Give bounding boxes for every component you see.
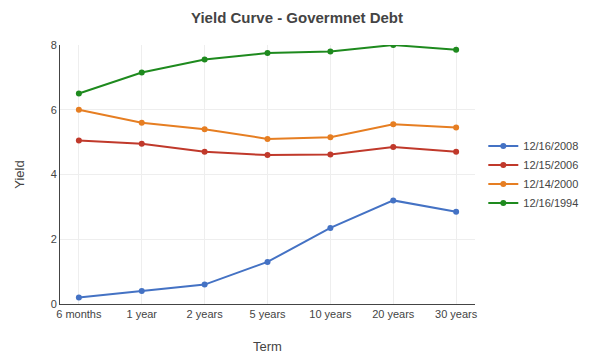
svg-text:5 years: 5 years [249,308,286,320]
svg-text:4: 4 [51,168,57,180]
svg-text:12/16/2008: 12/16/2008 [523,140,578,152]
svg-text:8: 8 [51,39,57,51]
svg-text:1 year: 1 year [126,308,157,320]
svg-text:2: 2 [51,233,57,245]
svg-text:30 years: 30 years [435,308,478,320]
svg-text:12/16/1994: 12/16/1994 [523,197,578,209]
svg-text:6 months: 6 months [56,308,102,320]
svg-text:Term: Term [253,339,282,354]
svg-text:Yield: Yield [12,160,27,188]
svg-text:Yield Curve - Govermnet Debt: Yield Curve - Govermnet Debt [191,9,403,26]
svg-text:10 years: 10 years [309,308,352,320]
svg-text:6: 6 [51,104,57,116]
svg-text:0: 0 [51,298,57,310]
svg-text:2 years: 2 years [187,308,224,320]
svg-text:12/15/2006: 12/15/2006 [523,159,578,171]
svg-text:12/14/2000: 12/14/2000 [523,178,578,190]
svg-text:20 years: 20 years [372,308,415,320]
